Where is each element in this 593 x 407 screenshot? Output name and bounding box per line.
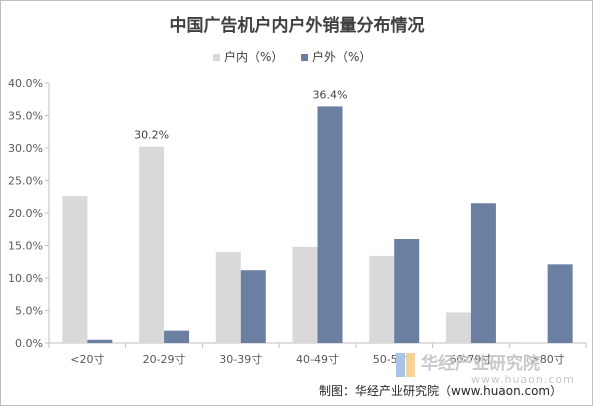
y-tick-label: 30.0% bbox=[8, 142, 43, 155]
y-tick-label: 25.0% bbox=[8, 175, 43, 188]
watermark: 华经产业研究院 www.huaon.com bbox=[396, 353, 575, 386]
bar-series-1 bbox=[139, 146, 165, 343]
bar-series-1 bbox=[292, 246, 318, 343]
bar-series-2 bbox=[164, 330, 190, 343]
y-tick-label: 0.0% bbox=[15, 337, 43, 350]
x-tick-label: >80寸 bbox=[531, 352, 565, 366]
bar-series-2 bbox=[547, 264, 573, 343]
y-axis: 0.0% 5.0% 10.0% 15.0% 20.0% 25.0% 30.0% 35.0% 40… bbox=[8, 77, 50, 350]
bar-series-1 bbox=[62, 196, 88, 343]
source-note: 制图：华经产业研究院（www.huaon.com） bbox=[319, 383, 562, 398]
bar-series-2 bbox=[87, 339, 113, 343]
bars bbox=[62, 106, 573, 344]
data-labels: 30.2% 36.4% bbox=[134, 88, 347, 141]
data-label: 36.4% bbox=[313, 88, 348, 101]
bar-series-2 bbox=[470, 203, 496, 343]
legend: 户内（%） 户外（%） bbox=[213, 49, 371, 64]
watermark-url: www.huaon.com bbox=[471, 373, 575, 386]
bar-series-2 bbox=[317, 106, 343, 344]
x-tick-label: <20寸 bbox=[70, 352, 104, 366]
legend-swatch-2 bbox=[301, 54, 308, 61]
x-tick-label: 40-49寸 bbox=[296, 352, 339, 366]
data-label: 30.2% bbox=[134, 129, 169, 142]
bar-series-1 bbox=[369, 255, 395, 343]
bar-series-1 bbox=[215, 252, 241, 343]
y-tick-label: 40.0% bbox=[8, 77, 43, 90]
y-tick-label: 20.0% bbox=[8, 207, 43, 220]
y-tick-label: 15.0% bbox=[8, 240, 43, 253]
y-tick-label: 5.0% bbox=[15, 305, 43, 318]
y-tick-label: 35.0% bbox=[8, 110, 43, 123]
legend-label-2: 户外（%） bbox=[312, 49, 371, 64]
watermark-logo-bar-1 bbox=[396, 353, 405, 377]
bar-series-2 bbox=[394, 239, 420, 343]
y-tick-label: 10.0% bbox=[8, 272, 43, 285]
legend-label-1: 户内（%） bbox=[224, 49, 283, 64]
chart-title: 中国广告机户内户外销量分布情况 bbox=[170, 15, 425, 36]
x-tick-label: 60-79寸 bbox=[449, 352, 492, 366]
bar-series-1 bbox=[522, 342, 548, 343]
x-tick-label: 30-39寸 bbox=[219, 352, 262, 366]
x-axis: <20寸 20-29寸 30-39寸 40-49寸 50-59寸 60-79寸 >80寸 bbox=[48, 342, 587, 366]
bar-series-2 bbox=[240, 270, 266, 343]
bar-series-1 bbox=[445, 312, 471, 343]
x-tick-label: 20-29寸 bbox=[143, 352, 186, 366]
legend-swatch-1 bbox=[213, 54, 220, 61]
watermark-name: 华经产业研究院 bbox=[421, 353, 540, 374]
watermark-logo-bar-2 bbox=[406, 353, 415, 377]
